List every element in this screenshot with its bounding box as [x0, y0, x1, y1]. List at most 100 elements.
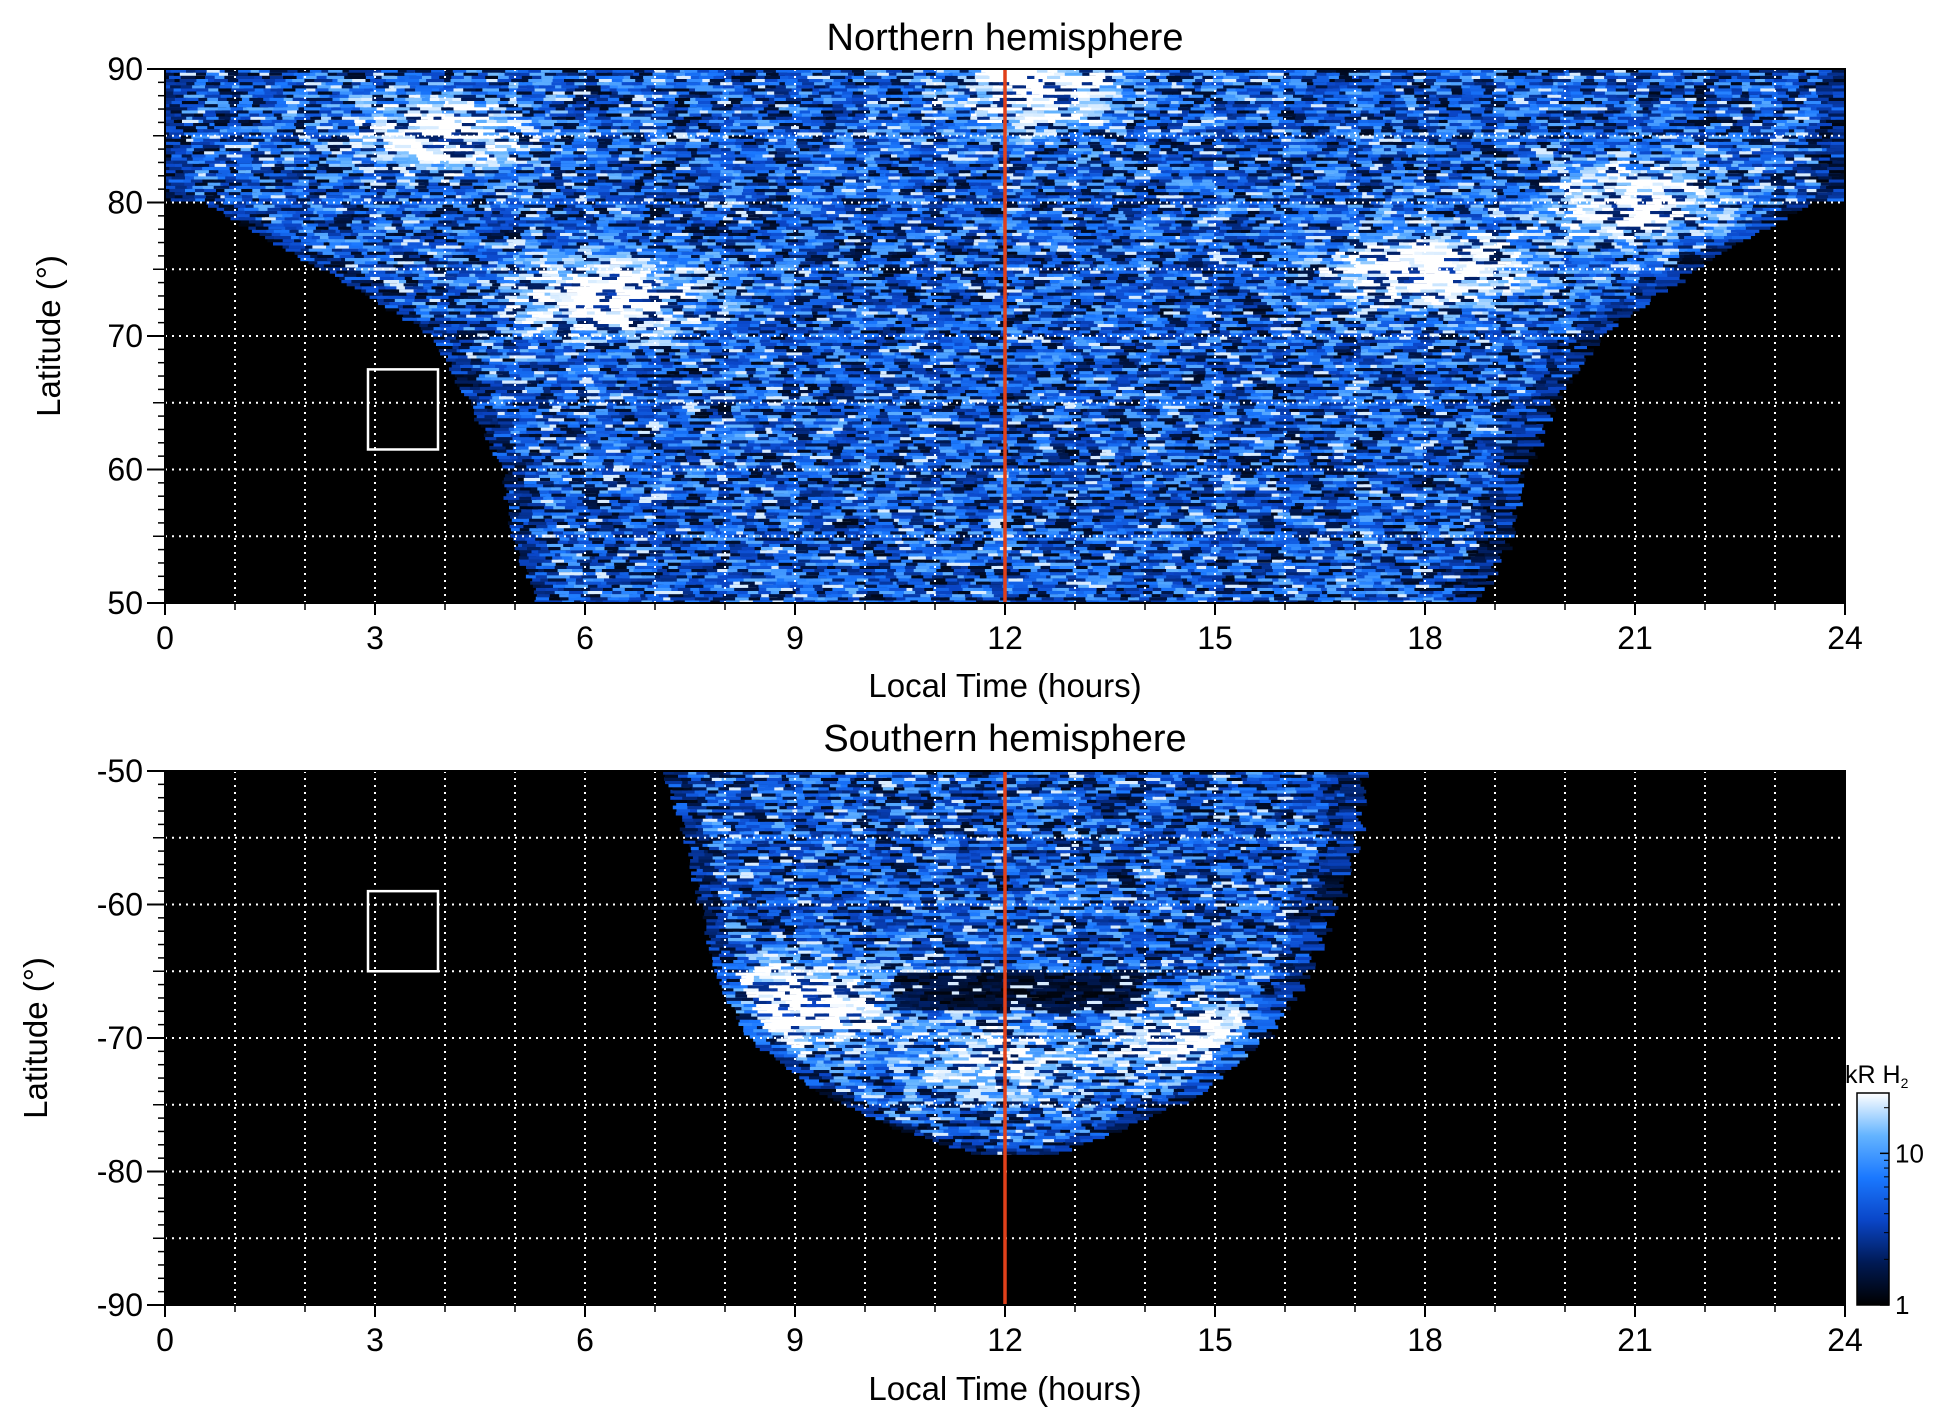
heat-cell	[607, 486, 625, 491]
heat-cell	[1380, 496, 1400, 500]
heat-cell	[686, 581, 708, 585]
heat-cell	[1163, 577, 1191, 582]
heat-cell	[778, 565, 804, 569]
heat-cell	[1004, 571, 1031, 576]
heat-cell	[512, 508, 524, 513]
heat-cell	[1021, 493, 1042, 497]
heat-cell	[531, 493, 546, 497]
heat-cell	[989, 584, 1012, 588]
heat-cell	[1091, 552, 1108, 557]
heat-cell	[765, 574, 780, 579]
heat-cell	[1125, 502, 1142, 507]
heat-cell	[713, 521, 728, 525]
heat-cell	[1174, 537, 1190, 541]
heat-cell	[1036, 515, 1054, 519]
heat-cell	[1241, 546, 1266, 551]
heat-cell	[594, 555, 622, 560]
heat-cell	[931, 477, 950, 482]
heat-cell	[551, 515, 575, 519]
heat-cell	[880, 502, 893, 507]
heat-cell	[1382, 524, 1404, 529]
heat-cell	[1188, 549, 1209, 554]
heat-cell	[547, 543, 569, 547]
heat-cell	[1074, 593, 1092, 598]
heat-cell	[1414, 549, 1432, 554]
heat-cell	[802, 540, 827, 544]
heat-cell	[1115, 552, 1129, 557]
heat-cell	[568, 562, 586, 566]
heat-cell	[532, 511, 549, 516]
heat-cell	[520, 486, 534, 491]
heat-cell	[540, 584, 565, 588]
heat-cell	[1201, 574, 1218, 579]
heat-cell	[1422, 574, 1445, 579]
heat-cell	[621, 590, 646, 595]
heat-cell	[597, 584, 620, 588]
heat-cell	[611, 593, 637, 598]
heat-cell	[1114, 511, 1132, 516]
heat-cell	[629, 515, 655, 519]
heat-cell	[1471, 505, 1491, 510]
heat-cell	[1390, 480, 1409, 485]
heat-cell	[1071, 530, 1090, 535]
heat-cell	[1271, 540, 1298, 544]
heat-cell	[934, 546, 946, 551]
heat-cell	[630, 480, 647, 485]
heat-cell	[1261, 593, 1286, 598]
heat-cell	[1432, 568, 1452, 573]
heat-cell	[777, 584, 799, 588]
heat-cell	[1321, 599, 1343, 603]
heat-cell	[887, 568, 900, 573]
heat-cell	[866, 527, 890, 532]
heat-cell	[1001, 496, 1018, 500]
heat-cell	[1360, 518, 1381, 522]
heat-cell	[1507, 464, 1533, 469]
heat-cell	[970, 562, 991, 566]
heat-cell	[527, 546, 547, 551]
heat-cell	[664, 530, 690, 535]
heat-cell	[1100, 549, 1119, 554]
heat-cell	[961, 599, 987, 603]
heat-cell	[1100, 521, 1125, 525]
heat-cell	[544, 518, 561, 522]
heat-cell	[1361, 568, 1388, 573]
heat-cell	[1176, 486, 1199, 491]
heat-cell	[970, 568, 996, 573]
heat-cell	[1442, 590, 1460, 595]
heat-cell	[1092, 527, 1113, 532]
heat-cell	[1410, 537, 1425, 541]
heat-cell	[975, 511, 1002, 516]
heat-cell	[1304, 574, 1316, 579]
heat-cell	[1024, 518, 1044, 522]
heat-cell	[1296, 568, 1319, 573]
heat-cell	[567, 581, 580, 585]
heat-cell	[856, 577, 870, 582]
heat-cell	[619, 571, 632, 576]
heat-cell	[1319, 565, 1339, 569]
heat-cell	[1454, 543, 1476, 547]
heat-cell	[1027, 540, 1049, 544]
heat-cell	[584, 483, 603, 488]
heat-cell	[1380, 543, 1394, 547]
heat-cell	[1469, 483, 1488, 488]
heat-cell	[611, 493, 623, 497]
heat-cell	[1159, 549, 1172, 554]
heat-cell	[634, 562, 654, 566]
heat-cell	[1139, 593, 1161, 598]
heat-cell	[1077, 581, 1101, 585]
heat-cell	[932, 574, 950, 579]
heat-cell	[1139, 559, 1154, 563]
heat-cell	[1476, 540, 1496, 544]
heat-cell	[1082, 524, 1099, 529]
heat-cell	[1491, 515, 1518, 519]
heat-cell	[584, 527, 612, 532]
heat-cell	[1051, 549, 1078, 554]
heat-cell	[1312, 546, 1330, 551]
heat-cell	[1378, 499, 1403, 503]
heat-cell	[1322, 540, 1337, 544]
heat-cell	[1397, 546, 1424, 551]
heat-cell	[1059, 552, 1073, 557]
heat-cell	[1237, 502, 1254, 507]
heat-cell	[1463, 568, 1488, 573]
heat-cell	[967, 493, 984, 497]
